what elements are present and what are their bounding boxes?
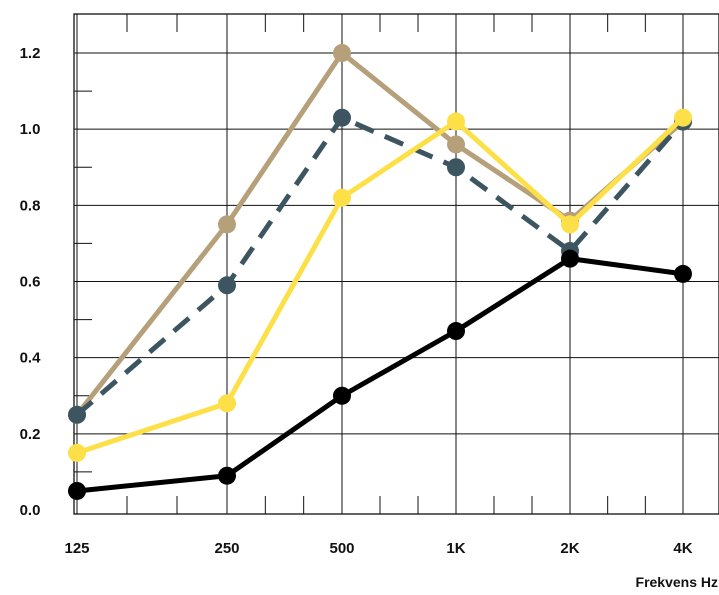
series-4 [68,249,692,500]
data-point [218,466,236,485]
x-tick-label: 125 [64,540,89,557]
data-point [333,108,351,127]
data-point [447,322,465,341]
series-line [75,50,685,417]
y-tick-label: 0.4 [20,350,42,367]
x-axis: 125 250 500 1K 2K 4K [64,540,692,557]
data-point [68,443,86,462]
data-point [447,158,465,177]
series-group [68,44,692,500]
data-point [674,108,692,127]
data-point [447,135,465,154]
data-point [333,386,351,405]
y-tick-label: 1.0 [20,121,41,138]
data-point [561,215,579,234]
series-line [76,256,684,494]
data-point [333,44,351,62]
data-point [218,215,236,234]
y-tick-label: 1.2 [20,45,41,62]
y-tick-label: 0.8 [20,197,41,214]
series-2 [68,108,692,424]
data-point [218,394,236,413]
y-tick-label: 0.2 [20,426,41,443]
x-tick-label: 250 [214,540,239,557]
data-point [218,276,236,295]
chart-grid [73,13,719,515]
data-point [333,188,351,207]
data-point [68,481,86,500]
x-tick-label: 500 [329,540,354,557]
x-tick-label: 4K [673,540,692,557]
data-point [674,264,692,283]
series-1 [68,44,692,424]
series-line [75,115,685,417]
y-tick-label: 0.0 [20,502,41,519]
y-tick-label: 0.6 [20,274,41,291]
data-point [447,112,465,131]
data-point [68,405,86,424]
x-axis-label: Frekvens Hz [636,574,718,590]
y-axis: 0.0 0.2 0.4 0.6 0.8 1.0 1.2 [20,45,42,519]
series-3 [68,108,692,462]
data-point [561,249,579,268]
plot-frame [73,13,719,515]
x-tick-label: 2K [560,540,579,557]
x-tick-label: 1K [446,540,465,557]
series-line [76,115,685,456]
